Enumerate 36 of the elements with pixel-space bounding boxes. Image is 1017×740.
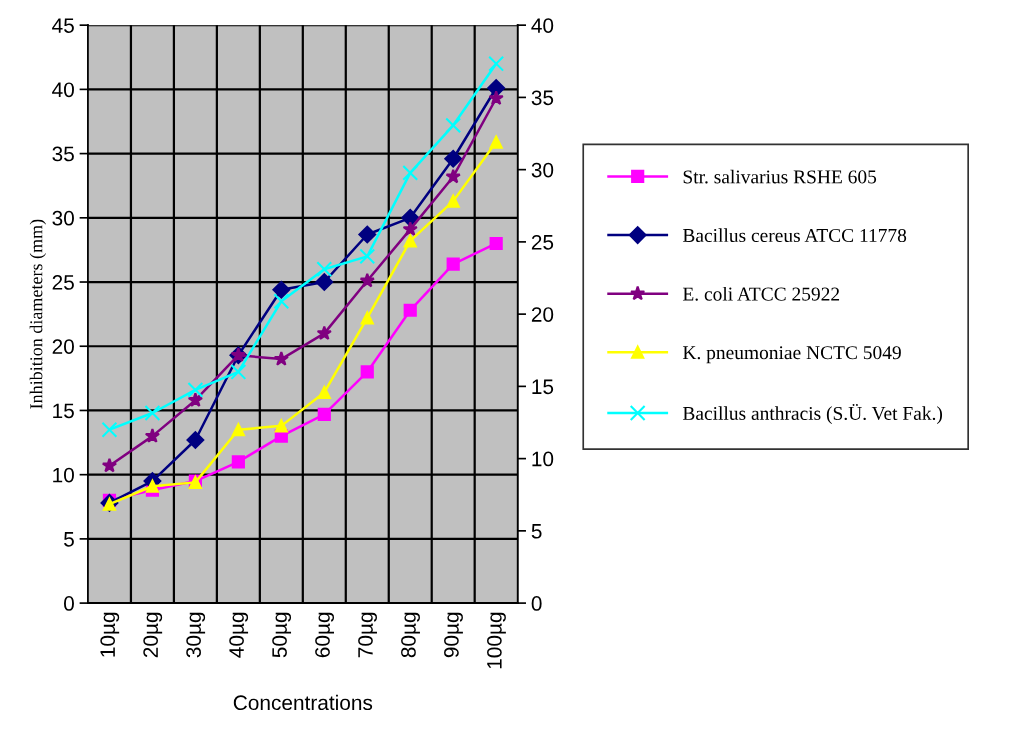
y2-tick-label: 35 — [531, 90, 554, 106]
y-axis-title: Inhibition diameters (mm) — [29, 219, 47, 409]
y-tick-label: 30 — [52, 210, 74, 226]
legend-label: Bacillus cereus ATCC 11778 — [682, 228, 907, 243]
y-tick-label: 40 — [52, 82, 74, 98]
y-tick-label: 10 — [53, 467, 74, 483]
legend-label: E. coli ATCC 25922 — [682, 286, 840, 301]
y2-tick-label: 30 — [531, 162, 554, 178]
x-tick-label: 90µg — [444, 612, 463, 658]
x-tick-label: 30µg — [186, 612, 206, 658]
x-tick-label: 40µg — [229, 612, 249, 658]
x-tick-label: 60µg — [315, 612, 335, 658]
y-tick-label: 5 — [64, 532, 74, 547]
y-tick-label: 20 — [52, 339, 74, 354]
y2-tick-label: 20 — [531, 307, 554, 322]
x-tick-label: 100µg — [487, 612, 506, 669]
x-tick-label: 10µg — [100, 612, 120, 657]
x-tick-label: 20µg — [143, 612, 163, 658]
y2-tick-label: 25 — [531, 234, 554, 250]
y2-tick-label: 5 — [531, 524, 542, 539]
legend-label: Bacillus anthracis (S.Ü. Vet Fak.) — [682, 404, 943, 424]
y-tick-label: 0 — [64, 596, 74, 611]
y-tick-label: 15 — [53, 403, 74, 419]
y2-tick-label: 15 — [532, 379, 554, 395]
legend-label: Str. salivarius RSHE 605 — [683, 169, 877, 184]
x-axis-title: Concentrations — [233, 694, 373, 711]
y-tick-label: 25 — [52, 275, 74, 290]
y2-tick-label: 10 — [532, 451, 554, 467]
x-tick-label: 80µg — [401, 612, 420, 658]
y2-tick-label: 40 — [531, 18, 554, 33]
legend-label: K. pneumoniae NCTC 5049 — [682, 346, 901, 364]
x-tick-label: 50µg — [272, 612, 292, 658]
y2-tick-label: 0 — [531, 596, 542, 611]
y-tick-label: 45 — [52, 18, 74, 33]
y-tick-label: 35 — [52, 146, 74, 162]
x-tick-label: 70µg — [358, 612, 377, 658]
